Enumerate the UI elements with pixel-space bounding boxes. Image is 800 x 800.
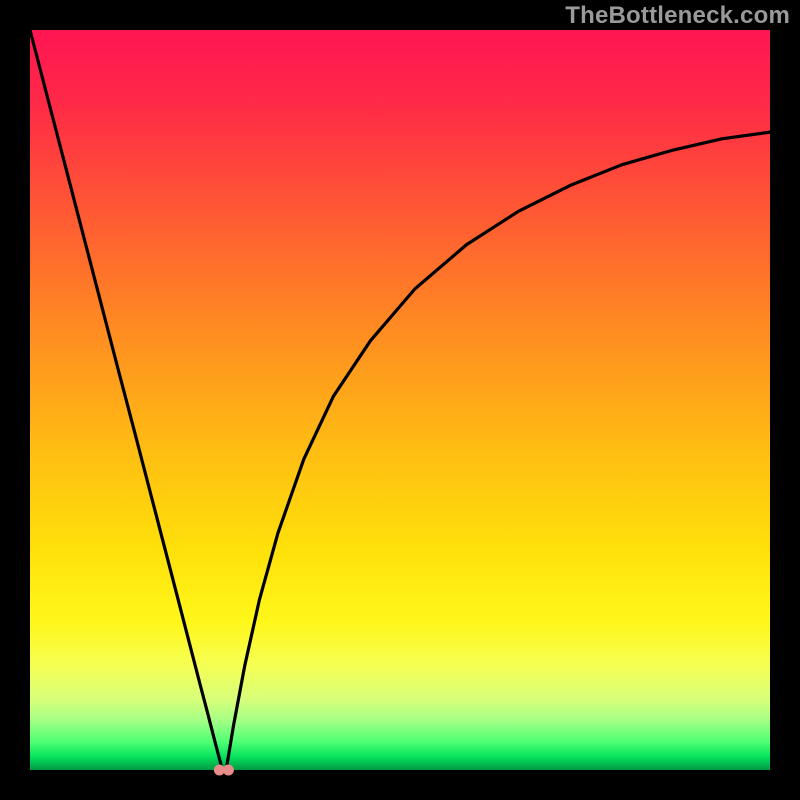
heat-gradient-background bbox=[30, 30, 770, 770]
stage: TheBottleneck.com bbox=[0, 0, 800, 800]
watermark-text: TheBottleneck.com bbox=[565, 2, 790, 30]
chart-canvas bbox=[0, 0, 800, 800]
